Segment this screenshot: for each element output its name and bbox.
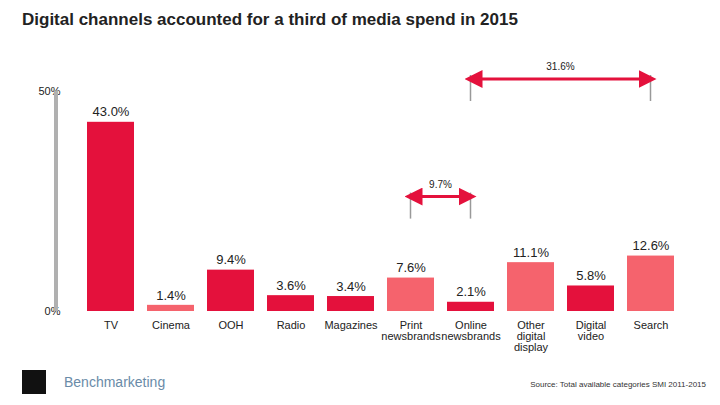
svg-text:11.1%: 11.1%: [513, 245, 549, 260]
svg-text:TV: TV: [104, 319, 119, 331]
svg-text:Search: Search: [634, 319, 669, 331]
svg-text:5.8%: 5.8%: [576, 268, 606, 283]
svg-text:9.4%: 9.4%: [216, 252, 246, 267]
svg-text:31.6%: 31.6%: [546, 61, 574, 72]
svg-text:7.6%: 7.6%: [396, 260, 426, 275]
svg-text:50%: 50%: [38, 85, 61, 97]
svg-text:Otherdigitaldisplay: Otherdigitaldisplay: [514, 319, 549, 353]
html-text:Benchmarketing: Benchmarketing: [64, 374, 166, 390]
svg-text:3.6%: 3.6%: [276, 278, 306, 293]
svg-text:Onlinenewsbrands: Onlinenewsbrands: [441, 319, 501, 342]
svg-text:1.4%: 1.4%: [156, 288, 186, 303]
svg-text:12.6%: 12.6%: [633, 238, 670, 253]
svg-text:Magazines: Magazines: [324, 319, 378, 331]
svg-text:0%: 0%: [45, 305, 61, 317]
svg-text:Digitalvideo: Digitalvideo: [576, 319, 607, 342]
html-text:Digital channels accounted for: Digital channels accounted for a third o…: [22, 10, 518, 29]
svg-text:Radio: Radio: [277, 319, 306, 331]
svg-text:Cinema: Cinema: [152, 319, 191, 331]
html-text:Source: Total available catego: Source: Total available categories SMI 2…: [530, 380, 706, 389]
svg-text:43.0%: 43.0%: [93, 104, 130, 119]
svg-text:2.1%: 2.1%: [456, 284, 486, 299]
svg-text:3.4%: 3.4%: [336, 279, 366, 294]
svg-text:OOH: OOH: [218, 319, 243, 331]
svg-text:Printnewsbrands: Printnewsbrands: [381, 319, 441, 342]
svg-text:9.7%: 9.7%: [429, 179, 452, 190]
